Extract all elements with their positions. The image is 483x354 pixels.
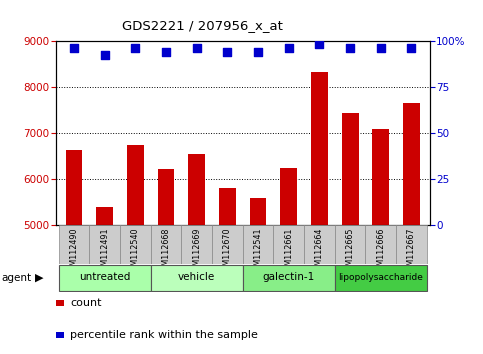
Bar: [157, 169, 174, 354]
Point: [224, 49, 231, 55]
Point: [254, 49, 262, 55]
Bar: [243, 265, 335, 291]
Text: agent: agent: [1, 273, 31, 283]
Bar: [304, 225, 335, 264]
Text: lipopolysaccharide: lipopolysaccharide: [338, 273, 423, 282]
Text: GSM112669: GSM112669: [192, 228, 201, 276]
Bar: [372, 129, 389, 354]
Text: galectin-1: galectin-1: [263, 272, 315, 282]
Bar: [243, 225, 273, 264]
Point: [101, 53, 109, 58]
Text: GSM112668: GSM112668: [161, 228, 170, 276]
Point: [408, 45, 415, 51]
Text: percentile rank within the sample: percentile rank within the sample: [70, 330, 258, 340]
Bar: [335, 225, 366, 264]
Point: [131, 45, 139, 51]
Bar: [58, 225, 89, 264]
Text: GSM112665: GSM112665: [346, 228, 355, 276]
Text: GSM112540: GSM112540: [131, 228, 140, 276]
Bar: [396, 225, 427, 264]
Bar: [89, 225, 120, 264]
Point: [285, 45, 293, 51]
Text: untreated: untreated: [79, 272, 130, 282]
Text: GSM112667: GSM112667: [407, 228, 416, 276]
Text: GSM112541: GSM112541: [254, 228, 263, 276]
Bar: [311, 72, 328, 354]
Point: [70, 45, 78, 51]
Bar: [188, 154, 205, 354]
Bar: [151, 265, 243, 291]
Text: ▶: ▶: [35, 273, 43, 283]
Bar: [181, 225, 212, 264]
Text: GSM112661: GSM112661: [284, 228, 293, 276]
Bar: [280, 168, 297, 354]
Text: GSM112491: GSM112491: [100, 228, 109, 276]
Bar: [58, 265, 151, 291]
Bar: [96, 207, 113, 354]
Bar: [273, 225, 304, 264]
Point: [315, 41, 323, 47]
Point: [193, 45, 200, 51]
Bar: [250, 198, 267, 354]
Bar: [151, 225, 181, 264]
Bar: [341, 113, 358, 354]
Text: GSM112664: GSM112664: [315, 228, 324, 276]
Text: GSM112490: GSM112490: [70, 228, 78, 276]
Text: GSM112670: GSM112670: [223, 228, 232, 276]
Bar: [120, 225, 151, 264]
Bar: [366, 225, 396, 264]
Bar: [403, 103, 420, 354]
Point: [346, 45, 354, 51]
Bar: [212, 225, 243, 264]
Text: GSM112666: GSM112666: [376, 228, 385, 276]
Bar: [219, 188, 236, 354]
Bar: [335, 265, 427, 291]
Bar: [66, 150, 83, 354]
Text: GDS2221 / 207956_x_at: GDS2221 / 207956_x_at: [122, 19, 284, 32]
Point: [162, 49, 170, 55]
Text: vehicle: vehicle: [178, 272, 215, 282]
Bar: [127, 145, 144, 354]
Text: count: count: [70, 298, 101, 308]
Point: [377, 45, 384, 51]
